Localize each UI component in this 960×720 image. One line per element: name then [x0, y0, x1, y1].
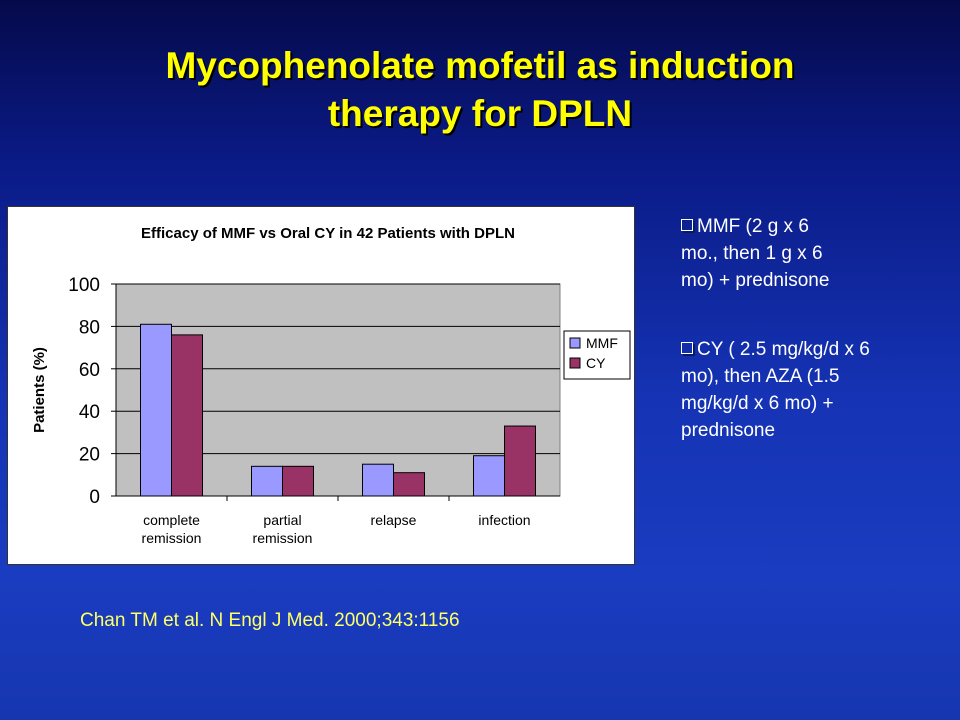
bar-mmf	[140, 323, 172, 497]
y-tick-label: 60	[79, 360, 100, 381]
y-tick-label: 20	[79, 445, 100, 466]
legend-swatch-cy	[569, 357, 581, 369]
bar-cy	[504, 425, 536, 497]
bullet-line: prednisone	[681, 420, 776, 441]
bullet-line: mo) + prednisone	[681, 270, 830, 291]
y-tick-label: 80	[79, 317, 100, 338]
bullet-item-mmf: MMF (2 g x 6 mo., then 1 g x 6 mo) + pre…	[681, 213, 951, 294]
bar-cy	[393, 472, 425, 497]
x-tick-label: remission	[253, 530, 313, 546]
checkbox-bullet-icon	[681, 342, 693, 354]
x-tick-label: remission	[142, 530, 202, 546]
slide-title: Mycophenolate mofetil as induction thera…	[0, 42, 960, 138]
x-tick-label: complete	[143, 512, 200, 528]
checkbox-bullet-icon	[681, 219, 693, 231]
bullet-line: mo), then AZA (1.5	[681, 366, 840, 387]
bullet-line: mg/kg/d x 6 mo) +	[681, 393, 834, 414]
x-tick-label: infection	[478, 512, 530, 528]
chart-container: Efficacy of MMF vs Oral CY in 42 Patient…	[7, 206, 635, 565]
bar-chart: Efficacy of MMF vs Oral CY in 42 Patient…	[31, 225, 631, 546]
bar-mmf	[251, 465, 283, 497]
bullet-item-cy: CY ( 2.5 mg/kg/d x 6 mo), then AZA (1.5 …	[681, 336, 951, 444]
legend-swatch-mmf	[569, 337, 581, 349]
bullet-list: MMF (2 g x 6 mo., then 1 g x 6 mo) + pre…	[681, 213, 951, 486]
legend-label-mmf: MMF	[586, 335, 618, 351]
bullet-line: CY ( 2.5 mg/kg/d x 6	[697, 339, 870, 360]
bullet-line: MMF (2 g x 6	[697, 216, 809, 237]
slide-title-line-2: therapy for DPLN	[327, 93, 633, 134]
bar-cy	[282, 465, 314, 497]
y-tick-label: 100	[68, 275, 100, 296]
bar-mmf	[473, 455, 505, 497]
bar-cy	[171, 334, 203, 497]
y-tick-label: 0	[89, 487, 100, 508]
slide-title-line-1: Mycophenolate mofetil as induction	[165, 45, 795, 86]
chart-title: Efficacy of MMF vs Oral CY in 42 Patient…	[141, 225, 515, 242]
x-tick-label: relapse	[371, 512, 417, 528]
x-tick-label: partial	[263, 512, 301, 528]
bullet-line: mo., then 1 g x 6	[681, 243, 823, 264]
y-axis-label: Patients (%)	[31, 347, 48, 433]
legend-label-cy: CY	[586, 355, 606, 371]
citation: Chan TM et al. N Engl J Med. 2000;343:11…	[80, 610, 460, 631]
y-tick-label: 40	[79, 402, 100, 423]
bar-mmf	[362, 463, 394, 497]
